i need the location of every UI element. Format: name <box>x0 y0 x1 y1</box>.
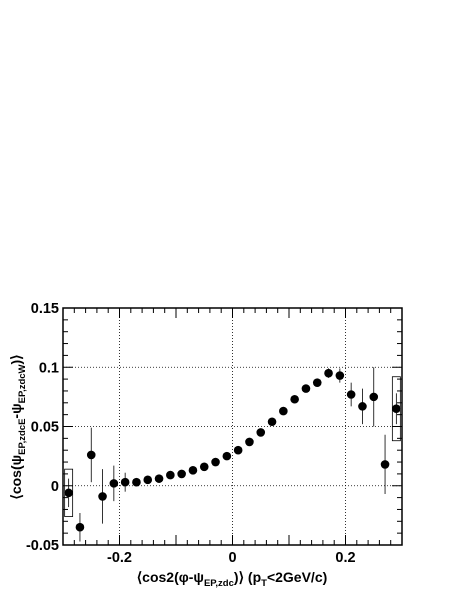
data-point <box>279 406 288 416</box>
data-point <box>312 378 322 387</box>
y-tick-label: 0.15 <box>31 301 59 317</box>
data-point <box>290 394 299 404</box>
y-tick-label: -0.05 <box>26 538 59 554</box>
data-point <box>211 457 220 467</box>
x-tick-label: 0 <box>228 550 236 566</box>
data-point <box>132 477 141 487</box>
data-point <box>267 417 277 427</box>
data-point <box>64 488 73 498</box>
data-point <box>222 451 232 461</box>
data-point <box>120 477 130 487</box>
x-tick-label: -0.2 <box>107 550 132 566</box>
data-point <box>109 479 119 488</box>
data-point <box>177 469 186 479</box>
data-point <box>98 492 107 501</box>
data-point <box>392 404 401 414</box>
data-point <box>86 450 96 460</box>
data-point <box>188 466 198 475</box>
x-tick-labels: -0.2 0 0.2 <box>107 550 356 566</box>
y-tick-label: 0.05 <box>31 420 59 436</box>
data-point <box>256 428 266 437</box>
data-point <box>358 402 367 411</box>
data-point <box>166 470 175 480</box>
y-tick-label: 0.1 <box>39 360 59 376</box>
data-point <box>335 371 345 380</box>
data-point <box>324 368 333 378</box>
data-point <box>143 475 153 485</box>
data-points <box>64 368 401 532</box>
data-point <box>369 392 379 402</box>
y-tick-label: 0 <box>51 479 59 495</box>
x-axis-label: ⟨cos2(φ-ψEP,zdc)⟩ (pT<2GeV/c) <box>137 569 328 589</box>
data-point <box>199 462 209 472</box>
data-point <box>301 384 311 393</box>
data-point <box>154 474 164 483</box>
x-tick-label: 0.2 <box>335 550 355 566</box>
grid-lines <box>63 308 402 545</box>
data-point <box>75 522 85 532</box>
y-axis-label: ⟨cos(ψEP,zdcE-ψEP,zdcW)⟩ <box>8 354 28 499</box>
data-point <box>245 437 254 447</box>
data-point <box>380 460 390 469</box>
y-tick-labels: -0.05 0 0.05 0.1 0.15 <box>26 301 59 554</box>
data-point <box>233 445 243 455</box>
data-point <box>346 390 356 399</box>
axis-ticks <box>62 307 403 546</box>
